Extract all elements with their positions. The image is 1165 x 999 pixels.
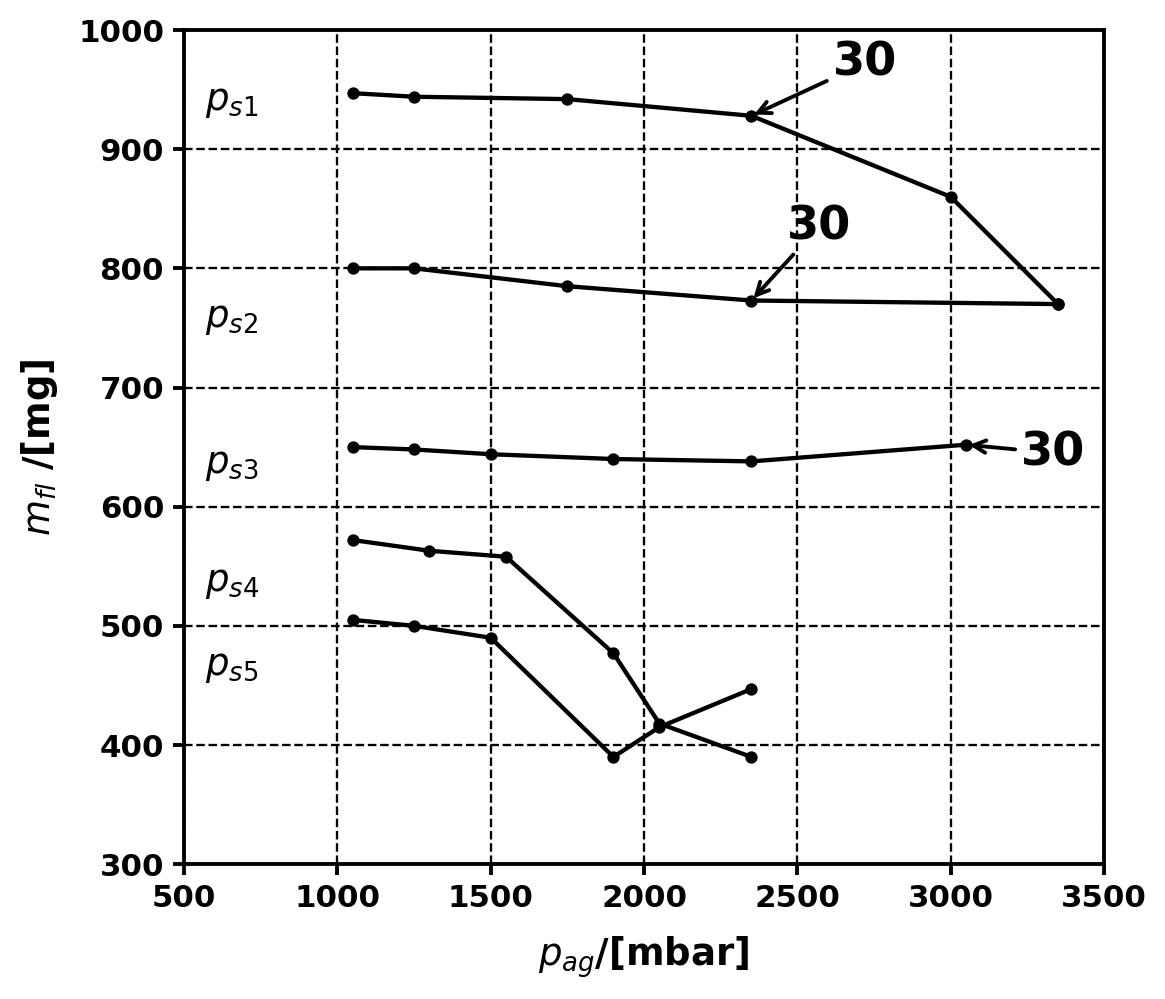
Text: $p_{s1}$: $p_{s1}$ [205,83,257,120]
Text: $p_{s3}$: $p_{s3}$ [205,447,257,484]
Text: $p_{s4}$: $p_{s4}$ [205,564,259,601]
Text: $p_{s5}$: $p_{s5}$ [205,648,257,685]
Text: 30: 30 [973,431,1085,476]
Y-axis label: $m_{fl}$ /[mg]: $m_{fl}$ /[mg] [19,359,59,535]
Text: $p_{s2}$: $p_{s2}$ [205,300,257,337]
X-axis label: $p_{ag}$/[mbar]: $p_{ag}$/[mbar] [538,935,749,980]
Text: 30: 30 [757,41,897,113]
Text: 30: 30 [756,204,850,295]
